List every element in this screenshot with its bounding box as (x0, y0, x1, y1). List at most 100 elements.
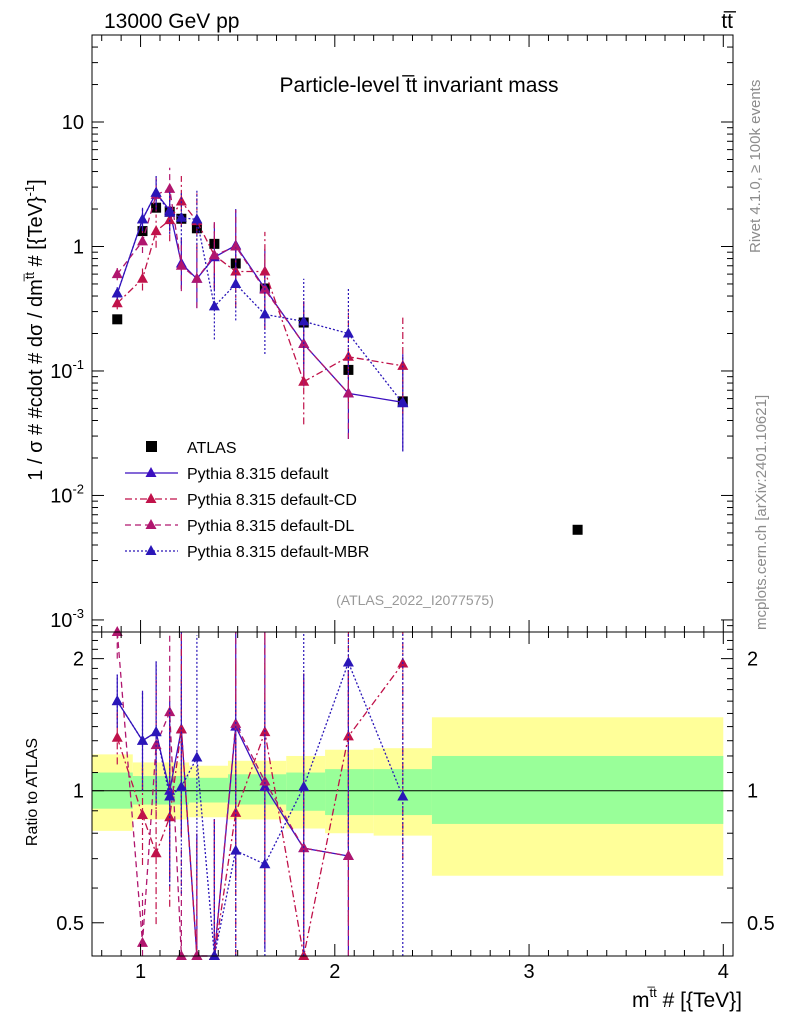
series-line (116, 191, 404, 404)
data-point (164, 206, 176, 217)
ratio-series-3 (111, 632, 409, 960)
main-title: Particle-level t̅t invariant mass (280, 74, 559, 97)
legend-marker (145, 467, 157, 477)
main-ytick-label: 10 (62, 112, 84, 134)
xtick-label: 2 (329, 961, 340, 983)
uncertainty-band-green (286, 772, 326, 811)
data-point (150, 186, 162, 197)
header-process: 13000 GeV pp (104, 10, 239, 33)
ratio-point (298, 780, 310, 791)
side-label-rivet: Rivet 4.1.0, ≥ 100k events (747, 80, 764, 253)
data-point (111, 287, 123, 298)
data-point (230, 277, 242, 288)
ratio-point (342, 849, 354, 860)
ratio-point (191, 950, 203, 960)
legend-label: Pythia 8.315 default (187, 466, 329, 483)
series-0 (112, 202, 583, 535)
main-ylabel: 1 / σ # #cdot # dσ / dmt̅t # [{TeV}-1] (22, 179, 47, 480)
data-point (111, 297, 123, 308)
main-ytick-label: 10-1 (50, 357, 84, 383)
data-point (150, 225, 162, 236)
legend-marker (145, 545, 157, 555)
xtick-label: 4 (718, 961, 729, 983)
legend-marker (146, 441, 157, 452)
ratio-ytick-label: 2 (73, 649, 84, 671)
main-ytick-label: 10-2 (50, 481, 84, 507)
legend-entry: ATLAS (146, 440, 237, 457)
ratio-ytick-label: 0.5 (56, 913, 84, 935)
data-point (164, 214, 176, 225)
uncertainty-band-green (227, 774, 287, 805)
ratio-point (175, 950, 187, 960)
data-point (137, 235, 149, 246)
analysis-watermark: (ATLAS_2022_I2077575) (336, 592, 494, 608)
ratio-point (150, 726, 162, 737)
ratio-point (137, 936, 149, 947)
series-line (116, 200, 403, 383)
data-point (208, 249, 220, 260)
ratio-ytick-label: 1 (73, 781, 84, 803)
legend-label: Pythia 8.315 default-CD (187, 492, 357, 509)
xtick-label: 3 (523, 961, 534, 983)
main-panel: Particle-level t̅t invariant mass (ATLAS… (22, 34, 734, 633)
main-ytick-label: 10-3 (50, 606, 84, 632)
ratio-ytick-label-right: 0.5 (747, 913, 775, 935)
series-4 (111, 176, 409, 452)
ratio-point (137, 734, 149, 745)
ratio-point (191, 751, 203, 762)
data-point (175, 211, 187, 222)
data-point (230, 240, 242, 251)
ratio-point (111, 626, 123, 636)
series-2 (111, 176, 409, 425)
legend-entry: Pythia 8.315 default-MBR (125, 544, 369, 561)
data-point (342, 387, 354, 398)
ratio-point (111, 731, 123, 742)
ratio-point (164, 706, 176, 717)
ratio-ytick-label-right: 1 (747, 781, 758, 803)
data-point (175, 259, 187, 270)
ratio-ytick-label-right: 2 (747, 649, 758, 671)
data-point (259, 308, 271, 319)
data-point (191, 213, 203, 224)
legend-entry: Pythia 8.315 default-DL (125, 518, 354, 535)
main-ytick-label: 1 (73, 236, 84, 258)
ratio-point (164, 790, 176, 801)
data-point (342, 327, 354, 338)
ratio-point (150, 847, 162, 858)
series-line (116, 187, 349, 394)
ratio-point (397, 790, 409, 801)
legend-entry: Pythia 8.315 default-CD (125, 492, 357, 509)
ratio-point (175, 780, 187, 791)
data-point (572, 524, 583, 535)
data-point (298, 315, 310, 326)
ratio-point (230, 844, 242, 855)
data-point (137, 213, 149, 224)
ratio-line (116, 700, 349, 957)
ratio-point (259, 775, 271, 786)
series-line (116, 191, 403, 403)
data-point (397, 397, 409, 408)
ratio-point (259, 858, 271, 869)
data-point (208, 300, 220, 311)
x-axis-label: mt̅t # [{TeV}] (632, 985, 742, 1012)
ratio-point (150, 739, 162, 750)
side-label-mcplots: mcplots.cern.ch [arXiv:2401.10621] (753, 395, 770, 630)
data-point (191, 272, 203, 283)
ratio-point (208, 950, 220, 960)
ratio-ylabel: Ratio to ATLAS (24, 738, 41, 846)
uncertainty-band-green (325, 769, 374, 816)
legend-marker (145, 493, 157, 503)
legend-entry: Pythia 8.315 default (125, 466, 329, 483)
legend-label: Pythia 8.315 default-DL (187, 518, 354, 535)
main-frame (91, 34, 734, 633)
legend-marker (145, 519, 157, 529)
data-point (259, 265, 271, 276)
ratio-point (342, 656, 354, 667)
xtick-label: 1 (135, 961, 146, 983)
data-point (111, 268, 123, 279)
data-point (137, 272, 149, 283)
ratio-panel: Ratio to ATLAS 0.5 0.5 1 1 2 2 1 2 3 4 (24, 35, 775, 983)
ratio-point (111, 695, 123, 706)
